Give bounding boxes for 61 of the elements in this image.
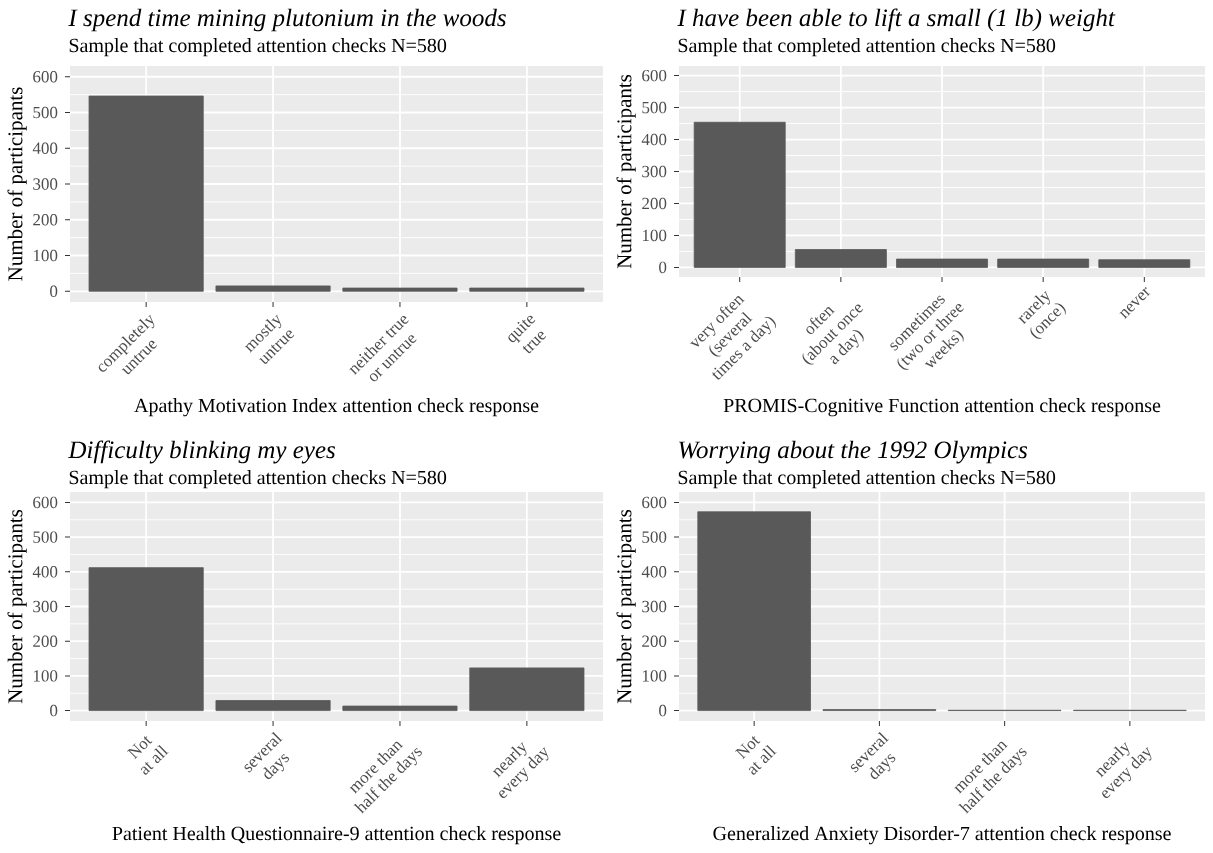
x-tick-label: Not at all bbox=[127, 736, 169, 775]
bar bbox=[794, 249, 887, 268]
y-tick-label: 0 bbox=[659, 261, 667, 274]
y-tick-label: 500 bbox=[642, 101, 667, 114]
y-tick-label: 300 bbox=[642, 600, 667, 613]
bar bbox=[697, 511, 811, 711]
bar bbox=[469, 287, 585, 292]
chart-title: I have been able to lift a small (1 lb) weight bbox=[677, 8, 1116, 32]
bar bbox=[215, 700, 331, 711]
y-axis-title: Number of participants bbox=[616, 74, 636, 269]
y-tick-label: 600 bbox=[33, 71, 58, 83]
y-axis-title: Number of participants bbox=[616, 509, 636, 704]
y-tick-label: 400 bbox=[641, 133, 667, 146]
y-tick-label: 500 bbox=[33, 106, 58, 119]
y-tick-label: 0 bbox=[50, 285, 58, 298]
y-tick-label: 200 bbox=[642, 197, 667, 210]
y-tick-label: 400 bbox=[32, 142, 58, 154]
x-tick-label: quite true bbox=[508, 315, 547, 354]
x-axis-title: Patient Health Questionnaire-9 attention check response bbox=[112, 826, 561, 845]
bar bbox=[1098, 259, 1191, 268]
y-axis-title: Number of participants bbox=[7, 87, 27, 281]
bar bbox=[342, 705, 458, 711]
x-axis-title: PROMIS-Cognitive Function attention check response bbox=[723, 398, 1161, 417]
y-axis-title: Number of participants bbox=[7, 509, 27, 704]
bar bbox=[88, 567, 204, 711]
bar bbox=[469, 667, 585, 711]
chart-title: Difficulty blinking my eyes bbox=[68, 440, 335, 464]
y-tick-label: 600 bbox=[642, 496, 667, 509]
y-tick-label: 600 bbox=[642, 69, 667, 82]
x-tick-label: Not at all bbox=[735, 736, 777, 775]
y-tick-label: 400 bbox=[32, 566, 58, 578]
chart-subtitle: Sample that completed attention checks N=580 bbox=[678, 38, 1056, 57]
y-tick-label: 200 bbox=[33, 635, 58, 647]
bar bbox=[215, 285, 331, 292]
x-axis-title: Generalized Anxiety Disorder-7 attention check response bbox=[713, 826, 1171, 845]
bar bbox=[896, 258, 988, 268]
y-tick-label: 300 bbox=[33, 600, 58, 613]
y-tick-label: 500 bbox=[642, 531, 667, 543]
y-tick-label: 200 bbox=[33, 214, 58, 226]
y-tick-label: 100 bbox=[33, 249, 58, 262]
y-tick-label: 300 bbox=[642, 165, 667, 178]
chart-subtitle: Sample that completed attention checks N=580 bbox=[69, 38, 447, 57]
y-tick-label: 0 bbox=[50, 704, 58, 717]
chart-subtitle: Sample that completed attention checks N=580 bbox=[69, 470, 447, 489]
y-tick-label: 100 bbox=[33, 670, 58, 682]
y-tick-label: 300 bbox=[33, 178, 58, 190]
chart-subtitle: Sample that completed attention checks N=580 bbox=[678, 470, 1056, 489]
x-axis-title: Apathy Motivation Index attention check response bbox=[134, 398, 539, 417]
y-tick-label: 100 bbox=[642, 229, 667, 242]
bar bbox=[342, 287, 458, 292]
y-tick-label: 0 bbox=[659, 704, 667, 717]
y-tick-label: 100 bbox=[642, 670, 667, 682]
y-tick-label: 600 bbox=[33, 496, 58, 509]
bar bbox=[997, 258, 1090, 268]
y-tick-label: 500 bbox=[33, 531, 58, 543]
chart-title: I spend time mining plutonium in the woods bbox=[68, 8, 506, 32]
y-tick-label: 200 bbox=[642, 635, 667, 647]
bar bbox=[88, 95, 204, 292]
bar bbox=[693, 121, 786, 268]
y-tick-label: 400 bbox=[641, 566, 667, 578]
chart-title: Worrying about the 1992 Olympics bbox=[679, 440, 1028, 464]
